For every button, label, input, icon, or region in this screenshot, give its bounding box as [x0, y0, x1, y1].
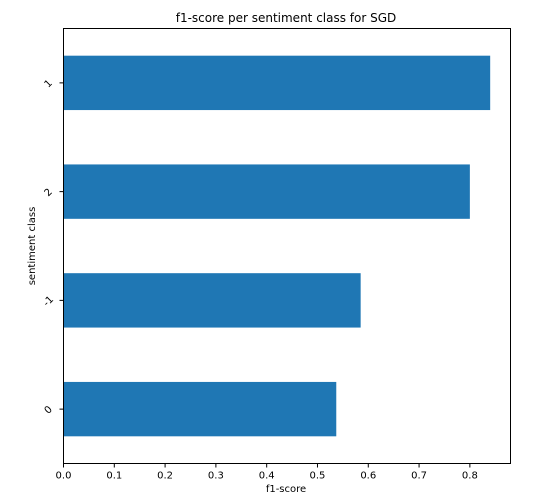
y-tick-label: 2: [43, 187, 55, 199]
x-tick-label: 0.4: [259, 471, 275, 482]
x-tick-label: 0.1: [106, 471, 122, 482]
x-tick-label: 0.0: [56, 471, 72, 482]
x-ticks: 0.0 0.1 0.2 0.3 0.4 0.5 0.6 0.7 0.8: [56, 463, 478, 482]
y-tick-label: -1: [41, 294, 56, 309]
x-tick-label: 0.8: [462, 471, 478, 482]
x-tick-label: 0.6: [360, 471, 376, 482]
x-tick-label: 0.2: [157, 471, 173, 482]
y-ticks: 1 2 -1 0: [41, 78, 64, 417]
y-tick-label: 0: [43, 404, 55, 416]
plot-frame: [63, 28, 511, 464]
x-axis-label: f1-score: [266, 484, 306, 495]
bar-2: [63, 164, 470, 219]
x-tick-label: 0.3: [208, 471, 224, 482]
x-tick-label: 0.7: [411, 471, 427, 482]
bar-0: [63, 381, 337, 437]
x-tick-label: 0.5: [310, 471, 326, 482]
y-axis-label: sentiment class: [27, 207, 38, 286]
chart-title: f1-score per sentiment class for SGD: [176, 11, 397, 25]
bar--1: [63, 273, 361, 328]
y-tick-label: 1: [43, 78, 55, 90]
bars: [63, 55, 491, 437]
bar-1: [63, 55, 491, 111]
